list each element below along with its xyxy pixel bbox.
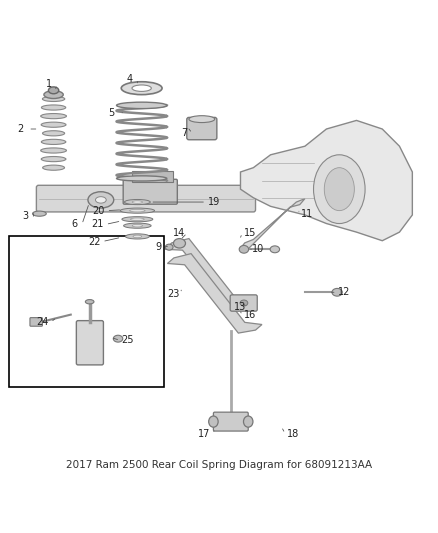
Ellipse shape: [95, 197, 106, 203]
Ellipse shape: [42, 131, 65, 136]
Ellipse shape: [332, 288, 343, 296]
Ellipse shape: [117, 102, 167, 109]
Text: 20: 20: [92, 206, 105, 216]
Text: 16: 16: [244, 311, 256, 320]
FancyBboxPatch shape: [213, 412, 248, 431]
Text: 6: 6: [71, 220, 77, 229]
Ellipse shape: [117, 176, 167, 181]
Ellipse shape: [240, 300, 248, 306]
Ellipse shape: [324, 168, 354, 211]
Ellipse shape: [42, 96, 65, 101]
Text: 18: 18: [287, 429, 299, 439]
Ellipse shape: [130, 209, 145, 212]
Text: 9: 9: [155, 242, 161, 252]
Text: 4: 4: [127, 74, 133, 84]
Text: 5: 5: [109, 108, 115, 118]
Ellipse shape: [122, 216, 153, 222]
Text: 17: 17: [198, 429, 211, 439]
Text: 13: 13: [233, 302, 246, 312]
Ellipse shape: [124, 199, 150, 205]
Ellipse shape: [133, 235, 141, 238]
FancyBboxPatch shape: [30, 318, 42, 326]
Text: 12: 12: [338, 287, 351, 297]
Ellipse shape: [208, 416, 218, 427]
Ellipse shape: [85, 300, 94, 304]
FancyBboxPatch shape: [230, 295, 257, 311]
FancyBboxPatch shape: [132, 171, 173, 182]
Text: 23: 23: [167, 288, 180, 298]
Text: 19: 19: [208, 197, 220, 207]
FancyBboxPatch shape: [123, 179, 177, 204]
Ellipse shape: [42, 105, 66, 110]
Polygon shape: [165, 239, 253, 310]
Text: 25: 25: [122, 335, 134, 345]
Text: 11: 11: [301, 209, 313, 219]
Ellipse shape: [42, 165, 64, 170]
Ellipse shape: [124, 223, 151, 228]
Ellipse shape: [88, 192, 114, 208]
Text: 2: 2: [18, 124, 24, 134]
FancyBboxPatch shape: [76, 321, 103, 365]
Ellipse shape: [132, 201, 142, 203]
Ellipse shape: [132, 224, 142, 227]
Text: 24: 24: [37, 317, 49, 327]
Ellipse shape: [41, 157, 66, 161]
Ellipse shape: [41, 122, 66, 127]
Ellipse shape: [32, 211, 46, 216]
Text: 3: 3: [23, 211, 29, 221]
Text: 22: 22: [88, 237, 101, 247]
Text: 7: 7: [181, 128, 188, 138]
Text: 2017 Ram 2500 Rear Coil Spring Diagram for 68091213AA: 2017 Ram 2500 Rear Coil Spring Diagram f…: [66, 460, 372, 470]
Ellipse shape: [41, 114, 67, 119]
Polygon shape: [240, 199, 305, 249]
Ellipse shape: [189, 116, 215, 123]
FancyBboxPatch shape: [36, 185, 255, 212]
Ellipse shape: [173, 239, 185, 248]
Ellipse shape: [49, 87, 59, 94]
Polygon shape: [167, 254, 262, 333]
Ellipse shape: [44, 91, 63, 99]
Ellipse shape: [120, 208, 155, 213]
Ellipse shape: [113, 335, 123, 342]
Ellipse shape: [125, 234, 149, 239]
Text: 15: 15: [244, 228, 256, 238]
Text: 1: 1: [46, 79, 53, 90]
FancyBboxPatch shape: [187, 117, 217, 140]
Ellipse shape: [270, 246, 279, 253]
Text: 21: 21: [92, 220, 104, 229]
Ellipse shape: [314, 155, 365, 223]
Ellipse shape: [244, 416, 253, 427]
Ellipse shape: [121, 82, 162, 95]
Ellipse shape: [165, 244, 173, 250]
Text: 10: 10: [252, 244, 265, 254]
Ellipse shape: [239, 245, 249, 253]
Ellipse shape: [41, 139, 66, 144]
FancyBboxPatch shape: [9, 237, 164, 387]
Ellipse shape: [41, 148, 67, 153]
Ellipse shape: [131, 218, 144, 221]
Ellipse shape: [132, 85, 151, 92]
Polygon shape: [240, 120, 412, 241]
Text: 14: 14: [173, 228, 186, 238]
